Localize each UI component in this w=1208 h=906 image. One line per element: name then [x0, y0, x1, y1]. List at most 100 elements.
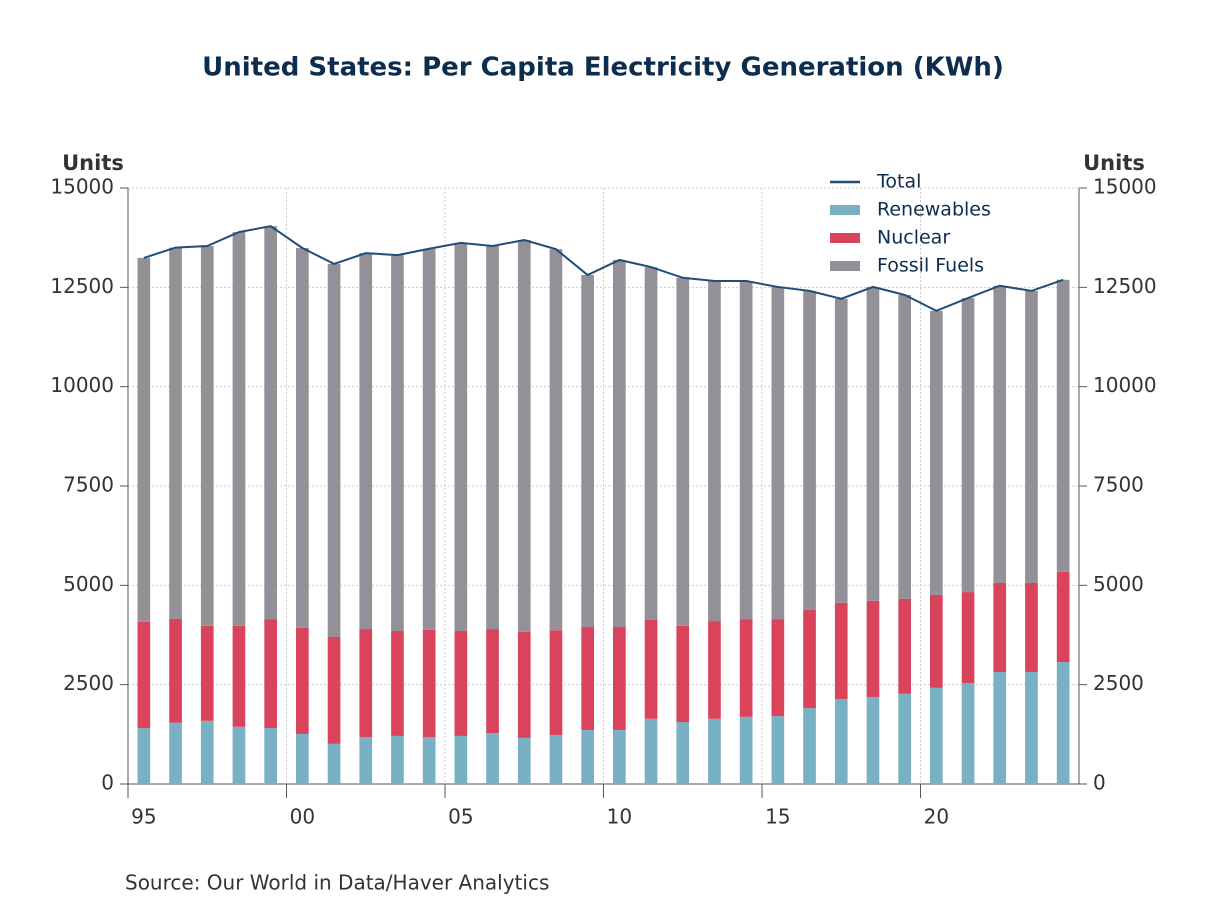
bar [359, 629, 373, 738]
bar [676, 625, 690, 723]
bar [391, 735, 404, 784]
y-tick-label: 2500 [63, 671, 114, 695]
bar [232, 726, 246, 784]
bar [137, 727, 151, 784]
bar [486, 246, 499, 630]
bar [200, 246, 214, 626]
y-tick-label: 0 [101, 771, 114, 795]
y2-tick-label: 10000 [1093, 373, 1157, 397]
bar [264, 727, 277, 784]
bar [1025, 290, 1038, 583]
bar [644, 267, 658, 620]
bar [961, 298, 975, 593]
bar [993, 285, 1007, 583]
legend-swatch [830, 233, 860, 243]
bar [422, 248, 436, 630]
bar [549, 630, 563, 736]
bar [137, 621, 151, 728]
bar [739, 280, 753, 620]
bar [803, 609, 816, 709]
bar [169, 247, 182, 619]
bar [169, 618, 182, 723]
bar [866, 600, 880, 697]
x-tick-label: 95 [131, 805, 156, 829]
bar [708, 621, 721, 719]
bar [834, 298, 848, 603]
bar [613, 259, 626, 628]
bar [739, 619, 753, 717]
bar [771, 619, 785, 717]
bar [930, 687, 943, 784]
bar [454, 631, 468, 736]
y-tick-label: 7500 [63, 473, 114, 497]
legend-label: Renewables [877, 199, 991, 221]
bar [739, 716, 753, 784]
x-tick-label: 10 [607, 805, 632, 829]
legend-label: Total [876, 171, 921, 193]
bar [232, 232, 246, 626]
bar [264, 226, 277, 620]
bar [834, 602, 848, 699]
bar [708, 718, 721, 784]
y2-tick-label: 5000 [1093, 572, 1144, 596]
bar [137, 257, 151, 622]
legend-swatch [830, 205, 860, 215]
bar [930, 594, 943, 688]
bar [549, 249, 563, 631]
legend-label: Nuclear [877, 227, 950, 249]
bar [581, 627, 594, 730]
chart-title: United States: Per Capita Electricity Ge… [202, 53, 1004, 83]
bar [200, 625, 214, 721]
bar [803, 290, 816, 610]
bar [898, 598, 911, 694]
x-tick-label: 00 [290, 805, 315, 829]
bar [676, 722, 690, 784]
y2-tick-label: 12500 [1093, 274, 1157, 298]
bar [486, 629, 499, 734]
bar [454, 242, 468, 632]
bar [327, 636, 341, 744]
line [143, 225, 1064, 312]
bar [961, 592, 975, 684]
bar [644, 619, 658, 719]
x-tick-label: 20 [924, 805, 949, 829]
bar [391, 255, 404, 632]
bar [644, 718, 658, 784]
bar [613, 627, 626, 730]
bar [422, 737, 436, 784]
bar [898, 294, 911, 599]
bar [898, 693, 911, 784]
bar [200, 720, 214, 784]
bar [993, 582, 1007, 672]
bar [549, 735, 563, 784]
bar [264, 619, 277, 728]
bar [296, 733, 309, 784]
bar [359, 253, 373, 630]
x-tick-label: 05 [448, 805, 473, 829]
bar [1056, 279, 1070, 572]
bar [993, 671, 1007, 784]
y-tick-label: 12500 [50, 274, 114, 298]
bar [771, 716, 785, 784]
bar [676, 277, 690, 626]
bar [581, 275, 594, 628]
bar [327, 743, 341, 784]
bar [517, 737, 531, 784]
bar [581, 729, 594, 784]
bar [1056, 662, 1070, 784]
bar [454, 735, 468, 784]
bar [296, 247, 309, 628]
bar [708, 280, 721, 622]
bar [517, 240, 531, 632]
bar [1056, 571, 1070, 663]
y2-tick-label: 0 [1093, 771, 1106, 795]
legend-swatch [830, 261, 860, 271]
y2-tick-label: 2500 [1093, 671, 1144, 695]
bar [232, 625, 246, 727]
bar [961, 683, 975, 784]
y2-axis-label: Units [1083, 151, 1145, 175]
bar [327, 263, 341, 637]
y2-tick-label: 7500 [1093, 473, 1144, 497]
bar [517, 631, 531, 738]
bar [866, 696, 880, 784]
